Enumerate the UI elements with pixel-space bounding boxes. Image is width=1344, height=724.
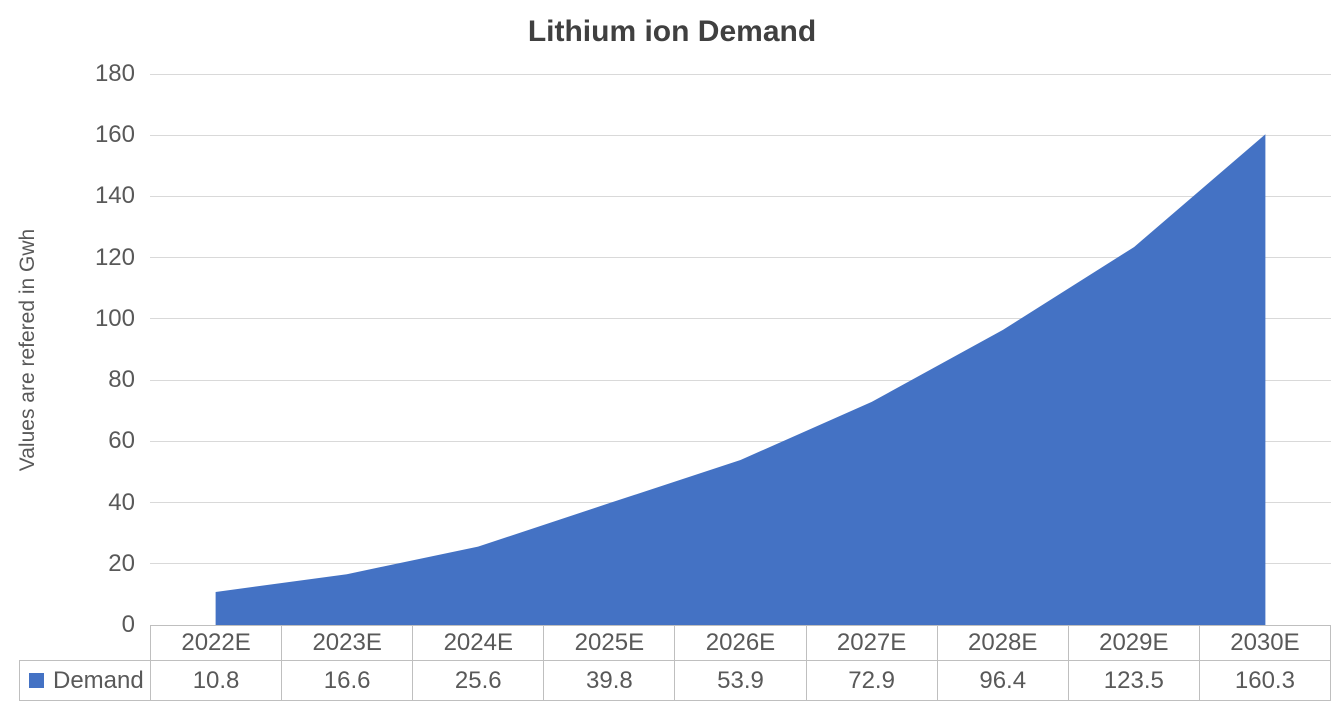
year-header-cell: 2030E	[1200, 626, 1331, 660]
y-tick-label: 180	[94, 60, 135, 87]
y-axis-tick-labels: 0 20 40 60 80 100 120 140 160 180	[40, 62, 135, 637]
y-tick-label: 120	[94, 243, 135, 271]
gridline	[150, 73, 1331, 75]
y-tick-label: 80	[108, 366, 135, 394]
value-cell: 123.5	[1069, 661, 1200, 700]
gridline	[150, 379, 1331, 381]
value-cell: 96.4	[938, 661, 1069, 700]
year-header-cell: 2029E	[1069, 626, 1200, 660]
y-tick-label: 100	[94, 304, 135, 332]
demand-legend-swatch-icon	[29, 673, 44, 688]
legend-cell: Demand	[20, 661, 151, 700]
year-header-cell: 2023E	[282, 626, 414, 660]
y-tick-label: 20	[108, 549, 135, 577]
y-tick-label: 160	[94, 121, 135, 149]
gridline	[150, 440, 1331, 442]
y-tick-label: 60	[108, 427, 135, 455]
value-cell: 16.6	[282, 661, 414, 700]
year-header-cell: 2022E	[151, 626, 283, 660]
value-cell: 160.3	[1200, 661, 1331, 700]
value-cell: 10.8	[151, 661, 283, 700]
chart-title: Lithium ion Demand	[527, 15, 817, 48]
y-tick-label: 0	[121, 611, 135, 638]
year-header-cell: 2024E	[413, 626, 545, 660]
value-cell: 25.6	[413, 661, 545, 700]
y-tick-label: 40	[108, 488, 135, 516]
value-cell: 53.9	[675, 661, 807, 700]
data-table-year-row: 2022E 2023E 2024E 2025E 2026E 2027E 2028E 2029E…	[150, 625, 1331, 660]
gridline	[150, 134, 1331, 136]
plot-area	[150, 73, 1331, 625]
gridline	[150, 195, 1331, 197]
y-axis-title: Values are refered in Gwh	[16, 228, 39, 472]
data-table-value-row: Demand 10.8 16.6 25.6 39.8 53.9 72.9 96.4 123.5 1…	[19, 660, 1331, 701]
value-cell: 72.9	[807, 661, 938, 700]
demand-area-series	[215, 134, 1266, 625]
year-header-cell: 2026E	[675, 626, 807, 660]
demand-area-polygon	[215, 134, 1266, 625]
year-header-cell: 2028E	[938, 626, 1069, 660]
series-name-label: Demand	[53, 666, 144, 694]
gridline	[150, 257, 1331, 259]
year-header-cell: 2027E	[807, 626, 938, 660]
gridline	[150, 318, 1331, 320]
y-tick-label: 140	[94, 182, 135, 210]
value-cell: 39.8	[544, 661, 676, 700]
year-header-cell: 2025E	[544, 626, 676, 660]
